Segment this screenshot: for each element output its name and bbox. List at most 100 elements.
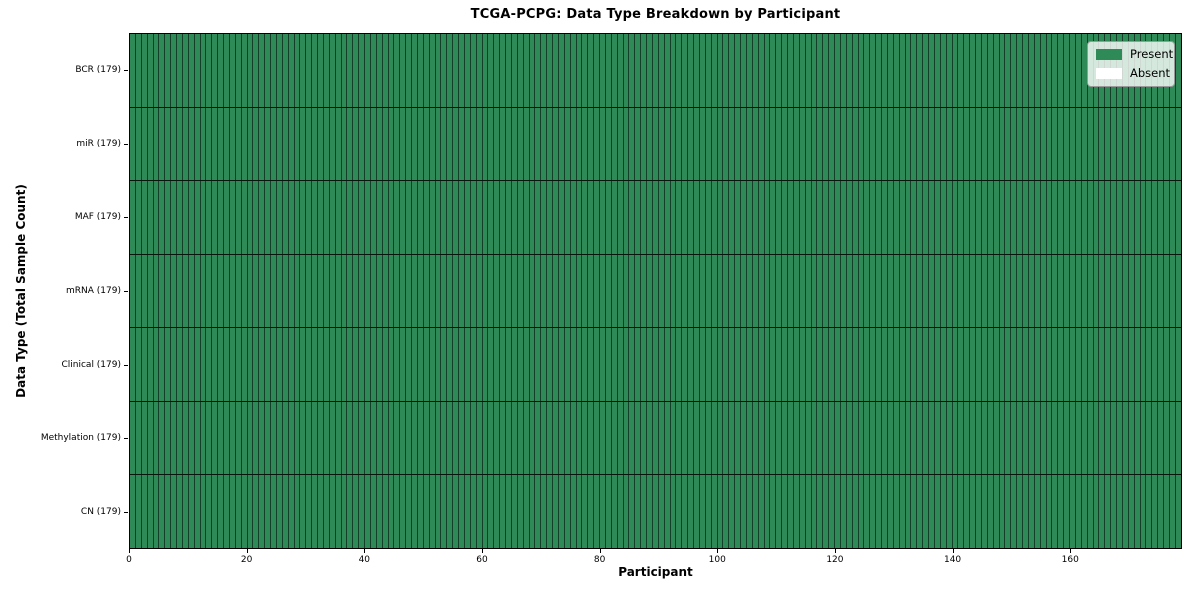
heatmap-cell [905, 181, 912, 254]
heatmap-cell [1058, 475, 1065, 549]
heatmap-cell [294, 107, 301, 181]
heatmap-cell [899, 328, 906, 401]
heatmap-cell [852, 107, 859, 181]
heatmap-rows [130, 34, 1181, 549]
heatmap-cell [629, 254, 636, 328]
heatmap-cell [1070, 181, 1076, 254]
heatmap-cell [829, 181, 835, 254]
heatmap-cell [300, 328, 307, 401]
heatmap-cell [946, 328, 953, 401]
heatmap-cell [623, 328, 630, 401]
heatmap-cell [1011, 34, 1018, 107]
heatmap-cell [723, 475, 730, 549]
heatmap-cell [470, 475, 477, 549]
heatmap-cell [782, 328, 788, 401]
heatmap-cell [1169, 181, 1176, 254]
heatmap-cell [576, 254, 583, 328]
heatmap-cell [276, 401, 283, 475]
heatmap-cell [1028, 254, 1035, 328]
heatmap-cell [676, 328, 683, 401]
heatmap-cell [412, 254, 418, 328]
heatmap-cell [799, 401, 806, 475]
heatmap-cell [1164, 401, 1170, 475]
heatmap-cell [476, 34, 483, 107]
heatmap-cell [1052, 34, 1059, 107]
heatmap-cell [793, 107, 800, 181]
heatmap-cell [247, 401, 254, 475]
heatmap-cell [194, 475, 201, 549]
heatmap-cell [658, 475, 665, 549]
heatmap-cell [441, 475, 448, 549]
heatmap-cell [494, 181, 501, 254]
heatmap-cell [318, 401, 324, 475]
heatmap-cell [165, 328, 172, 401]
heatmap-cell [1152, 401, 1159, 475]
heatmap-cell [429, 401, 436, 475]
heatmap-cell [276, 107, 283, 181]
x-tick-label: 80 [593, 555, 606, 565]
heatmap-cell [224, 475, 230, 549]
heatmap-cell [993, 34, 1000, 107]
heatmap-cell [976, 107, 982, 181]
heatmap-cell [929, 181, 935, 254]
heatmap-cell [882, 475, 888, 549]
heatmap-cell [359, 401, 365, 475]
heatmap-cell [817, 401, 824, 475]
heatmap-cell [541, 107, 548, 181]
heatmap-cell [1087, 328, 1094, 401]
heatmap-cell [676, 475, 683, 549]
heatmap-cell [417, 328, 424, 401]
heatmap-cell [523, 401, 530, 475]
heatmap-cell [394, 107, 401, 181]
heatmap-cell [1023, 328, 1029, 401]
heatmap-cell [1040, 401, 1047, 475]
heatmap-cell [917, 328, 924, 401]
heatmap-cell [647, 328, 653, 401]
heatmap-cell [793, 254, 800, 328]
heatmap-cell [194, 254, 201, 328]
heatmap-cell [188, 107, 195, 181]
heatmap-cell [1058, 401, 1065, 475]
heatmap-cell [182, 254, 189, 328]
heatmap-cell [1034, 328, 1041, 401]
heatmap-cell [564, 181, 571, 254]
heatmap-cell [588, 254, 595, 328]
heatmap-cell [899, 107, 906, 181]
heatmap-cell [558, 34, 565, 107]
heatmap-cell [1128, 254, 1135, 328]
heatmap-cell [770, 107, 777, 181]
heatmap-cell [576, 328, 583, 401]
heatmap-cell [335, 328, 342, 401]
heatmap-cell [752, 254, 759, 328]
heatmap-cell [300, 475, 307, 549]
legend: Present Absent [1087, 41, 1175, 87]
heatmap-cell [259, 181, 266, 254]
heatmap-cell [952, 401, 959, 475]
heatmap-cell [993, 181, 1000, 254]
heatmap-cell [1093, 181, 1100, 254]
x-tick-mark [129, 549, 130, 553]
heatmap-cell [259, 107, 266, 181]
heatmap-cell [864, 34, 871, 107]
heatmap-cell [1169, 328, 1176, 401]
heatmap-cell [999, 401, 1006, 475]
heatmap-cell [852, 34, 859, 107]
heatmap-cell [500, 401, 506, 475]
heatmap-cell [923, 475, 929, 549]
heatmap-cell [323, 328, 330, 401]
heatmap-cell [435, 107, 442, 181]
heatmap-cell [329, 475, 336, 549]
heatmap-cell [353, 181, 360, 254]
heatmap-cell [459, 401, 465, 475]
heatmap-cell [212, 107, 219, 181]
heatmap-cell [976, 328, 982, 401]
heatmap-cell [770, 328, 777, 401]
heatmap-cell [1146, 328, 1153, 401]
heatmap-cell [406, 475, 412, 549]
heatmap-cell [1046, 475, 1053, 549]
heatmap-cell [594, 181, 600, 254]
heatmap-cell [1034, 34, 1041, 107]
heatmap-cell [464, 401, 471, 475]
heatmap-cell [558, 181, 565, 254]
heatmap-cell [306, 328, 313, 401]
